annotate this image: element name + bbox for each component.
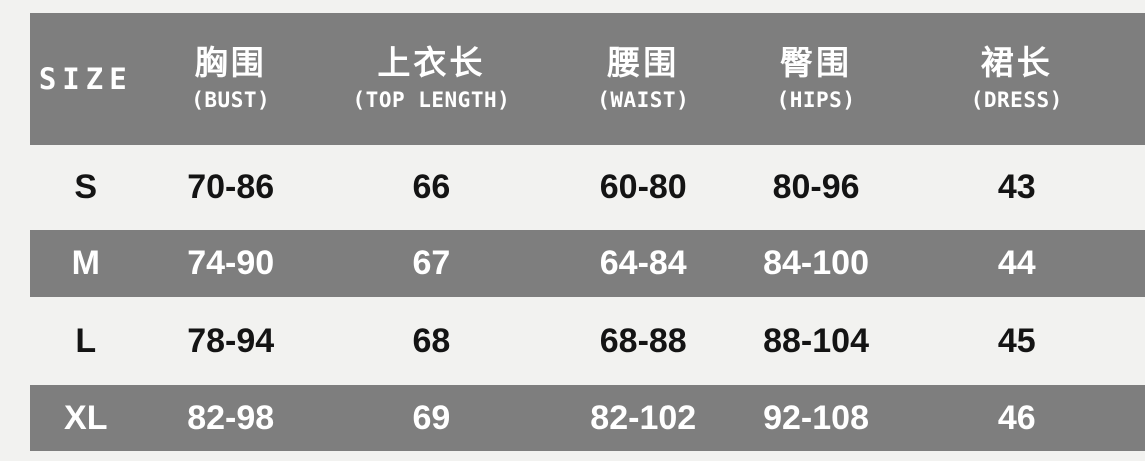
- size-chart-table: SIZE 胸围 (BUST) 上衣长 (TOP LENGTH) 腰围 (WAIS…: [30, 13, 1145, 451]
- column-header-top-length-en: (TOP LENGTH): [352, 87, 511, 112]
- column-header-waist-en: (WAIST): [597, 87, 690, 112]
- column-header-bust-en: (BUST): [191, 87, 271, 112]
- column-header-dress: 裙长 (DRESS): [888, 13, 1145, 145]
- table-cell: 84-100: [743, 230, 889, 297]
- table-row-xl: XL 82-98 69 82-102 92-108 46: [30, 385, 1145, 451]
- table-cell: 69: [319, 385, 543, 451]
- table-row-m: M 74-90 67 64-84 84-100 44: [30, 230, 1145, 297]
- column-header-bust: 胸围 (BUST): [141, 13, 320, 145]
- table-cell: 70-86: [141, 145, 320, 230]
- column-header-top-length-zh: 上衣长: [377, 43, 486, 81]
- row-label: S: [30, 145, 142, 230]
- table-cell: 80-96: [743, 145, 889, 230]
- column-header-size: SIZE: [30, 13, 142, 145]
- table-cell: 92-108: [743, 385, 889, 451]
- table-cell: 46: [888, 385, 1145, 451]
- table-cell: 82-98: [141, 385, 320, 451]
- table-cell: 64-84: [542, 230, 744, 297]
- column-header-waist: 腰围 (WAIST): [542, 13, 744, 145]
- table-cell: 67: [319, 230, 543, 297]
- table-cell: 82-102: [542, 385, 744, 451]
- table-row-s: S 70-86 66 60-80 80-96 43: [30, 145, 1145, 230]
- column-header-top-length: 上衣长 (TOP LENGTH): [319, 13, 543, 145]
- table-cell: 68-88: [542, 297, 744, 385]
- column-header-waist-zh: 腰围: [607, 43, 680, 81]
- table-cell: 45: [888, 297, 1145, 385]
- header-row: SIZE 胸围 (BUST) 上衣长 (TOP LENGTH) 腰围 (WAIS…: [30, 13, 1145, 145]
- row-label: M: [30, 230, 142, 297]
- column-header-hips-zh: 臀围: [780, 43, 853, 81]
- table-cell: 74-90: [141, 230, 320, 297]
- column-header-dress-en: (DRESS): [970, 87, 1063, 112]
- column-header-bust-zh: 胸围: [194, 43, 267, 81]
- row-label: L: [30, 297, 142, 385]
- table-cell: 68: [319, 297, 543, 385]
- table-cell: 88-104: [743, 297, 889, 385]
- column-header-hips-en: (HIPS): [776, 87, 856, 112]
- table-cell: 66: [319, 145, 543, 230]
- table-cell: 43: [888, 145, 1145, 230]
- table-cell: 60-80: [542, 145, 744, 230]
- table-cell: 78-94: [141, 297, 320, 385]
- row-label: XL: [30, 385, 142, 451]
- table-row-l: L 78-94 68 68-88 88-104 45: [30, 297, 1145, 385]
- column-header-dress-zh: 裙长: [980, 43, 1053, 81]
- column-header-hips: 臀围 (HIPS): [743, 13, 889, 145]
- table-cell: 44: [888, 230, 1145, 297]
